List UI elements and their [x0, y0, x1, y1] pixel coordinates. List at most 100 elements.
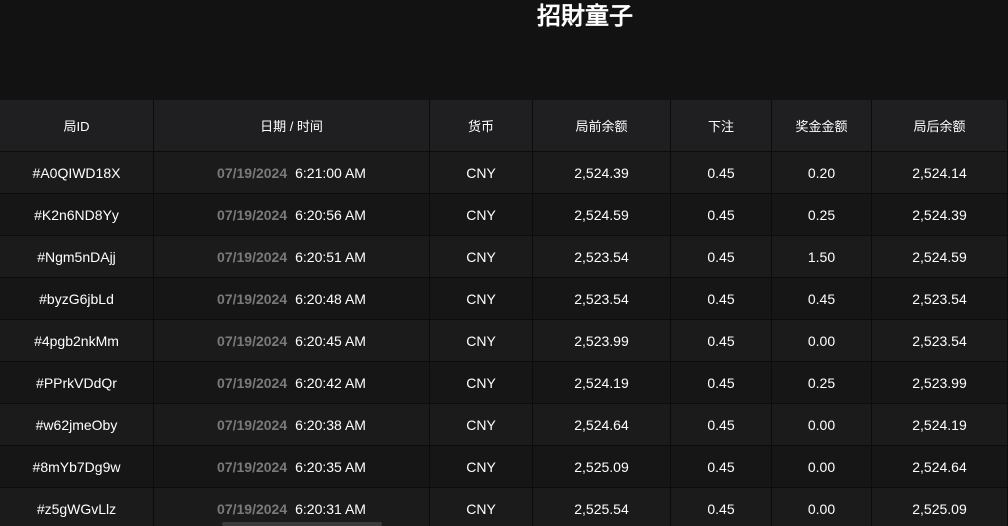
prize-cell: 0.20	[772, 152, 872, 193]
balance-before: 2,523.99	[574, 332, 629, 349]
balance-before: 2,524.19	[574, 374, 629, 391]
bet: 0.45	[707, 290, 735, 307]
prize-cell: 0.25	[772, 194, 872, 235]
datetime-cell: 07/19/2024 6:20:48 AM	[154, 278, 430, 319]
history-row[interactable]: #z5gWGvLlz 07/19/2024 6:20:31 AM CNY 2,525.5…	[0, 488, 1008, 526]
history-row[interactable]: #4pgb2nkMm 07/19/2024 6:20:45 AM CNY 2,523.9…	[0, 320, 1008, 362]
bet-cell: 0.45	[671, 194, 772, 235]
history-row[interactable]: #Ngm5nDAjj 07/19/2024 6:20:51 AM CNY 2,523.5…	[0, 236, 1008, 278]
balance-before-cell: 2,525.09	[533, 446, 671, 487]
time: 6:20:45 AM	[295, 332, 366, 349]
history-row[interactable]: #K2n6ND8Yy 07/19/2024 6:20:56 AM CNY 2,524.5…	[0, 194, 1008, 236]
column-header: 货币	[430, 100, 533, 151]
balance-before-cell: 2,523.99	[533, 320, 671, 361]
balance-after-cell: 2,524.59	[872, 236, 1008, 277]
balance-before-cell: 2,523.54	[533, 278, 671, 319]
datetime-cell: 07/19/2024 6:20:45 AM	[154, 320, 430, 361]
round-id: #Ngm5nDAjj	[37, 248, 116, 265]
date: 07/19/2024	[217, 416, 288, 433]
id-cell: #K2n6ND8Yy	[0, 194, 154, 235]
prize: 1.50	[807, 248, 836, 265]
id-cell: #4pgb2nkMm	[0, 320, 154, 361]
date: 07/19/2024	[217, 332, 288, 349]
history-row[interactable]: #w62jmeOby 07/19/2024 6:20:38 AM CNY 2,524.6…	[0, 404, 1008, 446]
bet-cell: 0.45	[671, 236, 772, 277]
prize: 0.25	[807, 206, 836, 223]
round-id: #z5gWGvLlz	[36, 500, 117, 517]
bet-cell: 0.45	[671, 152, 772, 193]
datetime-cell: 07/19/2024 6:20:51 AM	[154, 236, 430, 277]
round-id: #K2n6ND8Yy	[34, 206, 119, 223]
column-header: 奖金金额	[772, 100, 872, 151]
column-header: 局后余额	[872, 100, 1008, 151]
balance-before-cell: 2,524.59	[533, 194, 671, 235]
time: 6:20:51 AM	[295, 248, 366, 265]
header-row: 局ID 日期 / 时间 货币 局前余额 下注 奖金金额 局后余额	[0, 100, 1008, 152]
column-header: 局前余额	[533, 100, 671, 151]
balance-after-cell: 2,524.64	[872, 446, 1008, 487]
time: 6:20:56 AM	[295, 206, 366, 223]
currency-cell: CNY	[430, 362, 533, 403]
currency-cell: CNY	[430, 278, 533, 319]
currency-cell: CNY	[430, 404, 533, 445]
bet: 0.45	[707, 458, 735, 475]
round-id: #byzG6jbLd	[39, 290, 114, 307]
history-row[interactable]: #A0QIWD18X 07/19/2024 6:21:00 AM CNY 2,524.3…	[0, 152, 1008, 194]
history-row[interactable]: #PPrkVDdQr 07/19/2024 6:20:42 AM CNY 2,524.1…	[0, 362, 1008, 404]
bet: 0.45	[707, 248, 735, 265]
id-cell: #8mYb7Dg9w	[0, 446, 154, 487]
time: 6:20:38 AM	[295, 416, 366, 433]
balance-after-cell: 2,524.14	[872, 152, 1008, 193]
balance-before-cell: 2,524.19	[533, 362, 671, 403]
id-cell: #w62jmeOby	[0, 404, 154, 445]
id-cell: #byzG6jbLd	[0, 278, 154, 319]
currency: CNY	[466, 164, 496, 181]
bet: 0.45	[707, 206, 735, 223]
prize-cell: 1.50	[772, 236, 872, 277]
balance-after: 2,523.54	[912, 290, 967, 307]
bet-cell: 0.45	[671, 278, 772, 319]
prize-cell: 0.00	[772, 404, 872, 445]
prize-cell: 0.00	[772, 488, 872, 526]
balance-after: 2,524.39	[912, 206, 967, 223]
currency: CNY	[466, 458, 496, 475]
currency: CNY	[466, 500, 496, 517]
balance-after: 2,524.19	[912, 416, 967, 433]
prize-cell: 0.00	[772, 320, 872, 361]
round-id: #PPrkVDdQr	[36, 374, 117, 391]
id-cell: #z5gWGvLlz	[0, 488, 154, 526]
balance-after: 2,524.64	[912, 458, 967, 475]
bet: 0.45	[707, 500, 735, 517]
date: 07/19/2024	[217, 290, 288, 307]
currency: CNY	[466, 332, 496, 349]
column-header: 日期 / 时间	[154, 100, 430, 151]
balance-before: 2,523.54	[574, 248, 629, 265]
time: 6:20:31 AM	[295, 500, 366, 517]
history-row[interactable]: #byzG6jbLd 07/19/2024 6:20:48 AM CNY 2,523.5…	[0, 278, 1008, 320]
currency: CNY	[466, 416, 496, 433]
bet: 0.45	[707, 332, 735, 349]
balance-after: 2,524.14	[912, 164, 967, 181]
prize: 0.00	[807, 458, 836, 475]
time: 6:20:42 AM	[295, 374, 366, 391]
scrollbar[interactable]	[222, 522, 382, 526]
bet: 0.45	[707, 374, 735, 391]
time: 6:20:48 AM	[295, 290, 366, 307]
balance-after-cell: 2,525.09	[872, 488, 1008, 526]
currency: CNY	[466, 290, 496, 307]
currency-cell: CNY	[430, 236, 533, 277]
balance-after-cell: 2,523.54	[872, 320, 1008, 361]
datetime-cell: 07/19/2024 6:20:56 AM	[154, 194, 430, 235]
date: 07/19/2024	[217, 164, 288, 181]
history-row[interactable]: #8mYb7Dg9w 07/19/2024 6:20:35 AM CNY 2,525.0…	[0, 446, 1008, 488]
prize: 0.00	[807, 416, 836, 433]
column-header: 局ID	[0, 100, 154, 151]
time: 6:20:35 AM	[295, 458, 366, 475]
column-header: 下注	[671, 100, 772, 151]
balance-after: 2,524.59	[912, 248, 967, 265]
currency-cell: CNY	[430, 320, 533, 361]
bet-cell: 0.45	[671, 446, 772, 487]
prize: 0.00	[807, 332, 836, 349]
currency: CNY	[466, 206, 496, 223]
